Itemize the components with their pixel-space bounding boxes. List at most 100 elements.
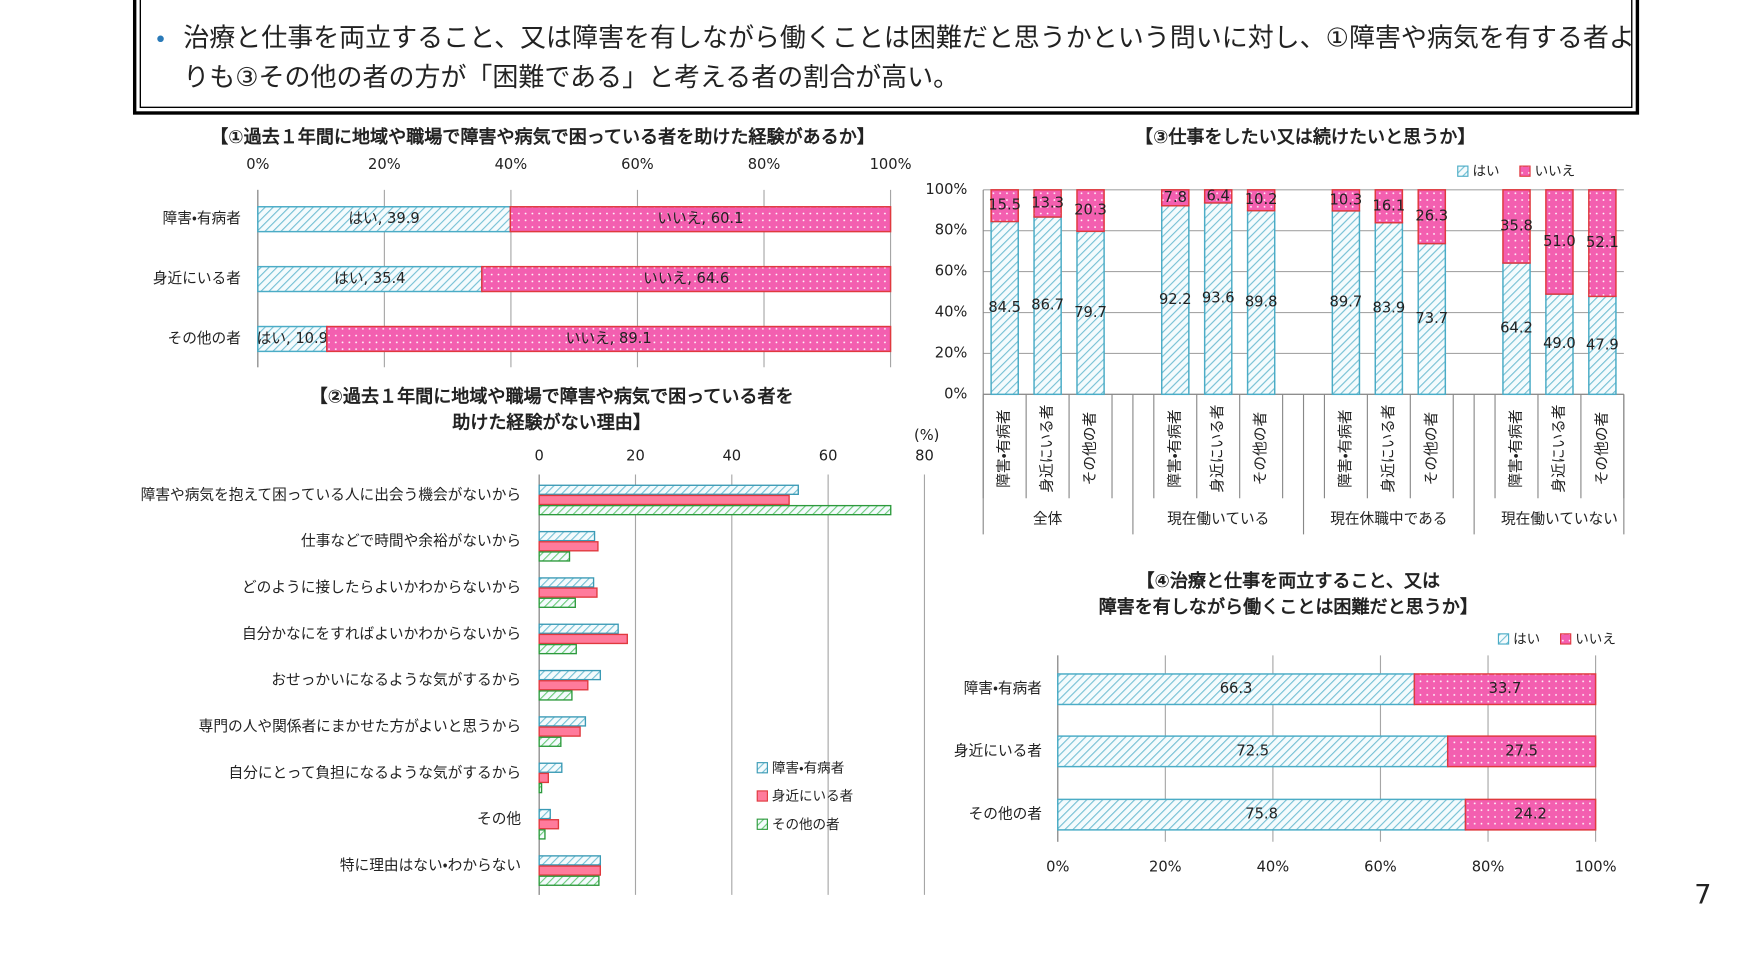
y-tick-label: 自分にとって負担になるような気がするから <box>228 764 522 782</box>
data-label: 49.0 <box>1543 335 1576 352</box>
bullet: • <box>154 27 167 53</box>
x-tick-label: 20% <box>368 156 401 173</box>
data-label: 66.3 <box>1220 680 1253 697</box>
x-tick-label: 80% <box>1472 859 1505 876</box>
bar <box>538 726 581 737</box>
data-label: 79.7 <box>1074 304 1107 321</box>
bar-segment <box>1331 189 1361 212</box>
data-label: 47.9 <box>1586 336 1619 353</box>
legend-swatch <box>756 818 768 830</box>
data-label: 27.5 <box>1505 742 1538 759</box>
x-tick-label: 身近にいる者 <box>1039 405 1056 493</box>
bar <box>538 504 892 516</box>
data-label: 24.2 <box>1514 806 1547 823</box>
x-tick-label: 20% <box>1149 859 1182 876</box>
bar-segment <box>1160 189 1190 207</box>
bar <box>538 633 628 645</box>
y-tick-label: 専門の人や関係者にまかせた方がよいと思うから <box>198 718 522 736</box>
data-label: 10.3 <box>1330 191 1363 208</box>
legend-label: 障害・有病者 <box>772 760 844 776</box>
y-tick-label: 40% <box>935 304 968 321</box>
data-label: 16.1 <box>1372 197 1405 214</box>
bar-segment <box>1588 189 1617 298</box>
data-label: 73.7 <box>1415 310 1448 327</box>
bar-segment <box>481 265 892 293</box>
bar <box>538 865 602 876</box>
bar-segment <box>1464 798 1597 831</box>
y-tick-label: 障害・有病者 <box>163 210 241 227</box>
bar <box>538 716 587 727</box>
x-tick-label: 障害・有病者 <box>1166 409 1183 487</box>
group-label: 全体 <box>1033 511 1063 528</box>
x-tick-label: 60% <box>1364 859 1397 876</box>
data-label: いいえ, 64.6 <box>643 270 729 287</box>
group-label: 現在働いている <box>1167 511 1269 528</box>
data-label: 33.7 <box>1489 680 1522 697</box>
bar-segment <box>257 206 512 233</box>
y-tick-label: その他 <box>477 811 522 829</box>
legend-swatch <box>1497 633 1510 645</box>
bar-segment <box>1033 216 1062 396</box>
chart-title: 【①過去１年間に地域や職場で障害や病気で困っている者を助けた経験があるか】 <box>210 126 875 148</box>
y-tick-label: おせっかいになるような気がするから <box>271 672 522 690</box>
bar <box>538 762 563 773</box>
x-tick-label: 40% <box>495 156 528 173</box>
bar-segment <box>1502 189 1531 264</box>
y-tick-label-box: 仕事などで時間や余裕がないから <box>301 533 521 550</box>
bar-segment <box>1246 189 1276 212</box>
bar <box>538 808 551 820</box>
x-tick-label: 身近にいる者 <box>1380 405 1397 493</box>
legend-label: その他の者 <box>772 817 840 833</box>
data-label: 52.1 <box>1586 234 1619 251</box>
x-tick-label: 障害・有病者 <box>1337 409 1354 487</box>
y-tick-label: 20% <box>935 344 968 361</box>
bar <box>538 875 600 886</box>
bar-segment <box>1417 242 1447 396</box>
bar <box>538 680 589 691</box>
y-tick-label-box: おせっかいになるような気がするから <box>271 672 522 690</box>
bar <box>538 587 598 598</box>
x-tick-label: その他の者 <box>1252 412 1269 485</box>
bar-segment <box>257 325 328 353</box>
y-tick-label-box: どのように接したらよいかわからないから <box>241 579 522 597</box>
data-label: 15.5 <box>988 197 1021 214</box>
data-label: 10.2 <box>1245 191 1278 208</box>
bar-segment <box>326 325 892 353</box>
x-tick-label: 障害・有病者 <box>996 409 1013 487</box>
data-label: 7.8 <box>1164 189 1187 206</box>
legend-label: 身近にいる者 <box>772 789 853 805</box>
bar <box>538 551 571 562</box>
data-label: 35.8 <box>1500 217 1533 234</box>
bar-segment <box>990 220 1019 396</box>
y-tick-label: 80% <box>935 222 968 239</box>
legend-label: いいえ <box>1535 164 1576 180</box>
summary-bullet-box: ①障害や病気を有する者は③その他の者よりも、就業・就業継続の意思が高い傾向にある… <box>183 0 1225 5</box>
y-tick-label: どのように接したらよいかわからないから <box>241 579 522 597</box>
bar-segment <box>1203 202 1233 396</box>
data-label: 86.7 <box>1031 297 1064 314</box>
x-tick-label: 0% <box>246 156 269 173</box>
x-tick-label: 80 <box>915 447 934 464</box>
group-label: 現在働いていない <box>1501 511 1618 528</box>
legend-swatch <box>1559 633 1572 645</box>
x-tick-label: 0 <box>534 447 543 464</box>
data-label: 26.3 <box>1415 208 1448 225</box>
bar <box>538 855 602 866</box>
legend-swatch <box>756 762 768 774</box>
y-tick-label: 0% <box>944 385 967 402</box>
x-tick-label: 20 <box>626 447 645 464</box>
x-tick-label: 40% <box>1257 859 1290 876</box>
x-tick-label: 100% <box>870 156 912 173</box>
bar-segment <box>1413 673 1597 706</box>
bar <box>538 577 595 588</box>
bar-segment <box>1033 189 1062 218</box>
data-label: 92.2 <box>1159 291 1192 308</box>
bar <box>538 643 577 655</box>
bar <box>538 690 573 701</box>
y-tick-label: 障害・有病者 <box>964 680 1042 697</box>
x-tick-label: その他の者 <box>1082 412 1099 485</box>
x-tick-label: 100% <box>1575 859 1617 876</box>
legend-label: いいえ <box>1575 632 1616 648</box>
bar <box>538 597 576 608</box>
